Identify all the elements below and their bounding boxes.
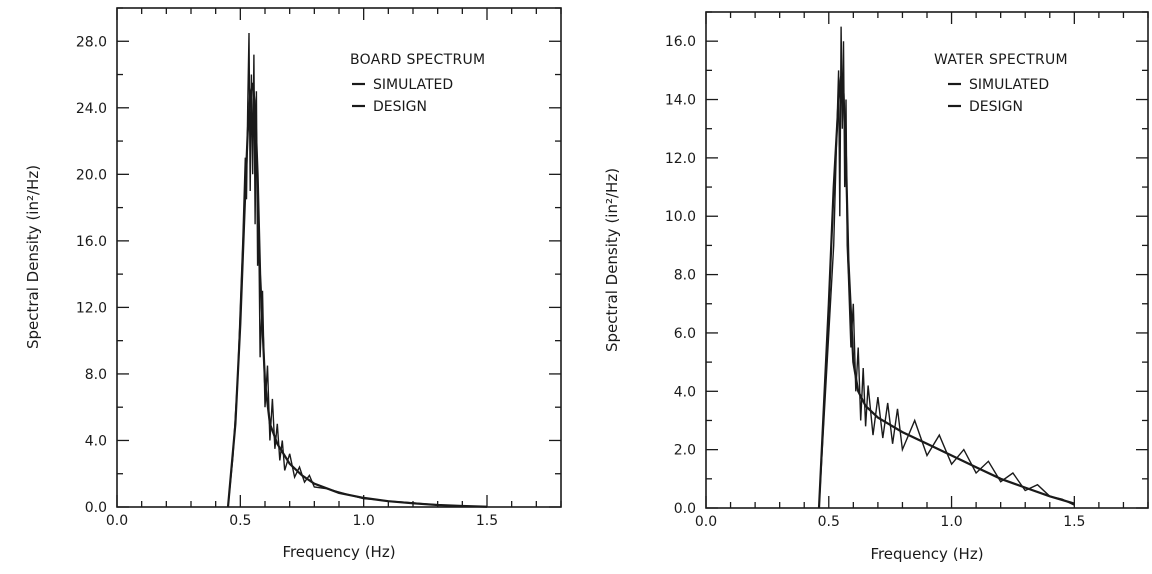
y-axis-label: Spectral Density (in²/Hz) <box>24 165 42 349</box>
plot-frame <box>116 7 562 508</box>
y-tick-label: 12.0 <box>76 300 107 316</box>
y-axis-label: Spectral Density (in²/Hz) <box>603 168 621 352</box>
series-line-design <box>226 82 488 508</box>
tick-marks <box>116 7 562 508</box>
legend-entry-design: DESIGN <box>969 99 1023 115</box>
legend: WATER SPECTRUM SIMULATED DESIGN <box>934 52 1068 115</box>
y-tick-label: 4.0 <box>85 433 107 449</box>
y-tick-labels: 0.0 2.0 4.0 6.0 8.0 10.0 12.0 14.0 16.0 <box>665 34 696 517</box>
y-tick-label: 8.0 <box>85 367 107 383</box>
y-tick-label: 6.0 <box>674 326 696 342</box>
y-tick-label: 14.0 <box>665 93 696 109</box>
x-tick-label: 0.5 <box>818 514 840 530</box>
y-tick-label: 12.0 <box>665 151 696 167</box>
water-spectrum-panel: 0.0 0.5 1.0 1.5 0.0 2.0 4.0 6.0 8.0 10.0 12.0 14.0… <box>603 11 1149 563</box>
y-tick-label: 8.0 <box>674 268 696 284</box>
series-line-design <box>817 76 1075 509</box>
legend-title: WATER SPECTRUM <box>934 52 1068 68</box>
legend-title: BOARD SPECTRUM <box>350 52 485 68</box>
x-tick-label: 0.0 <box>695 514 717 530</box>
x-tick-label: 1.5 <box>1063 514 1085 530</box>
y-tick-label: 24.0 <box>76 101 107 117</box>
legend-entry-simulated: SIMULATED <box>373 77 453 93</box>
series-line-simulated <box>818 26 1075 509</box>
x-tick-labels: 0.0 0.5 1.0 1.5 <box>695 514 1086 530</box>
x-axis-label: Frequency (Hz) <box>870 545 983 563</box>
y-tick-label: 0.0 <box>85 500 107 516</box>
y-tick-label: 2.0 <box>674 443 696 459</box>
y-tick-label: 4.0 <box>674 384 696 400</box>
tick-marks <box>705 11 1149 509</box>
y-tick-label: 20.0 <box>76 167 107 183</box>
y-tick-labels: 0.0 4.0 8.0 12.0 16.0 20.0 24.0 28.0 <box>76 34 107 516</box>
y-tick-label: 28.0 <box>76 34 107 50</box>
legend-entry-simulated: SIMULATED <box>969 77 1049 93</box>
x-tick-label: 1.0 <box>353 513 375 529</box>
y-tick-label: 0.0 <box>674 501 696 517</box>
x-tick-labels: 0.0 0.5 1.0 1.5 <box>106 513 498 529</box>
y-tick-label: 16.0 <box>76 234 107 250</box>
x-tick-label: 1.5 <box>476 513 498 529</box>
x-tick-label: 0.0 <box>106 513 128 529</box>
x-tick-label: 1.0 <box>940 514 962 530</box>
board-spectrum-panel: 0.0 0.5 1.0 1.5 0.0 4.0 8.0 12.0 16.0 20.0 24.0 28… <box>24 7 562 561</box>
series-line-simulated <box>227 32 488 508</box>
y-tick-label: 10.0 <box>665 209 696 225</box>
x-axis-label: Frequency (Hz) <box>282 543 395 561</box>
plot-frame <box>705 11 1149 509</box>
x-tick-label: 0.5 <box>229 513 251 529</box>
legend: BOARD SPECTRUM SIMULATED DESIGN <box>350 52 485 115</box>
legend-entry-design: DESIGN <box>373 99 427 115</box>
series-lines <box>817 26 1075 509</box>
series-lines <box>226 32 488 508</box>
y-tick-label: 16.0 <box>665 34 696 50</box>
